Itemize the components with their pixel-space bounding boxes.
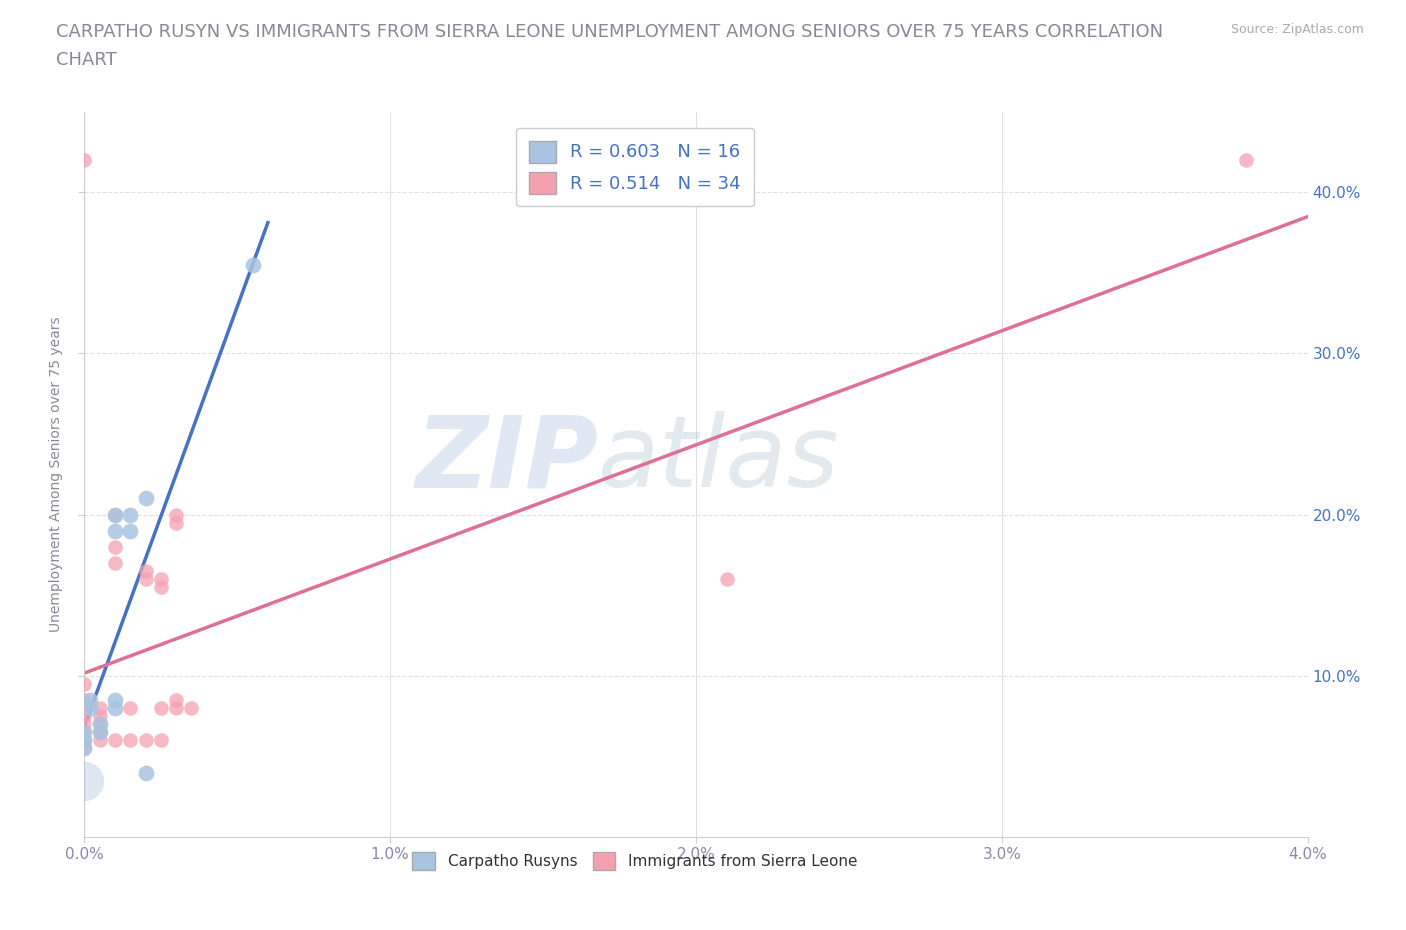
Point (79, 693, 101, 708)
Point (120, 733, 142, 748)
Point (149, 579, 172, 594)
Point (149, 733, 172, 748)
Point (89, 724, 111, 739)
Text: atlas: atlas (598, 411, 839, 509)
Point (104, 507, 127, 522)
Point (73, 741, 96, 756)
Point (149, 700, 172, 715)
Point (79, 700, 101, 715)
Point (180, 700, 202, 715)
Point (73, 717, 96, 732)
Point (73, 693, 96, 708)
Point (73, 709, 96, 724)
Point (716, 572, 738, 587)
Point (89, 733, 111, 748)
Point (120, 524, 142, 538)
Point (89, 709, 111, 724)
Point (89, 717, 111, 732)
Point (165, 507, 187, 522)
Point (89, 724, 111, 739)
Point (135, 733, 157, 748)
Text: CARPATHO RUSYN VS IMMIGRANTS FROM SIERRA LEONE UNEMPLOYMENT AMONG SENIORS OVER 7: CARPATHO RUSYN VS IMMIGRANTS FROM SIERRA… (56, 23, 1163, 41)
Point (165, 700, 187, 715)
Point (73, 724, 96, 739)
Point (73, 676, 96, 691)
Point (135, 564, 157, 578)
Text: Source: ZipAtlas.com: Source: ZipAtlas.com (1230, 23, 1364, 36)
Point (149, 572, 172, 587)
Y-axis label: Unemployment Among Seniors over 75 years: Unemployment Among Seniors over 75 years (49, 316, 63, 632)
Point (242, 258, 264, 272)
Point (104, 524, 127, 538)
Point (120, 507, 142, 522)
Point (104, 700, 127, 715)
Point (73, 700, 96, 715)
Point (135, 572, 157, 587)
Point (104, 507, 127, 522)
Point (104, 555, 127, 570)
Point (73, 733, 96, 748)
Point (73, 773, 96, 788)
Point (73, 724, 96, 739)
Point (104, 733, 127, 748)
Point (73, 153, 96, 167)
Text: CHART: CHART (56, 51, 117, 69)
Text: ZIP: ZIP (415, 411, 598, 509)
Point (104, 693, 127, 708)
Point (165, 693, 187, 708)
Point (135, 765, 157, 780)
Point (89, 700, 111, 715)
Legend: Carpatho Rusyns, Immigrants from Sierra Leone: Carpatho Rusyns, Immigrants from Sierra … (406, 845, 863, 876)
Point (73, 733, 96, 748)
Point (135, 491, 157, 506)
Point (165, 515, 187, 530)
Point (73, 741, 96, 756)
Point (120, 700, 142, 715)
Point (89, 717, 111, 732)
Point (1236, 153, 1258, 167)
Point (104, 539, 127, 554)
